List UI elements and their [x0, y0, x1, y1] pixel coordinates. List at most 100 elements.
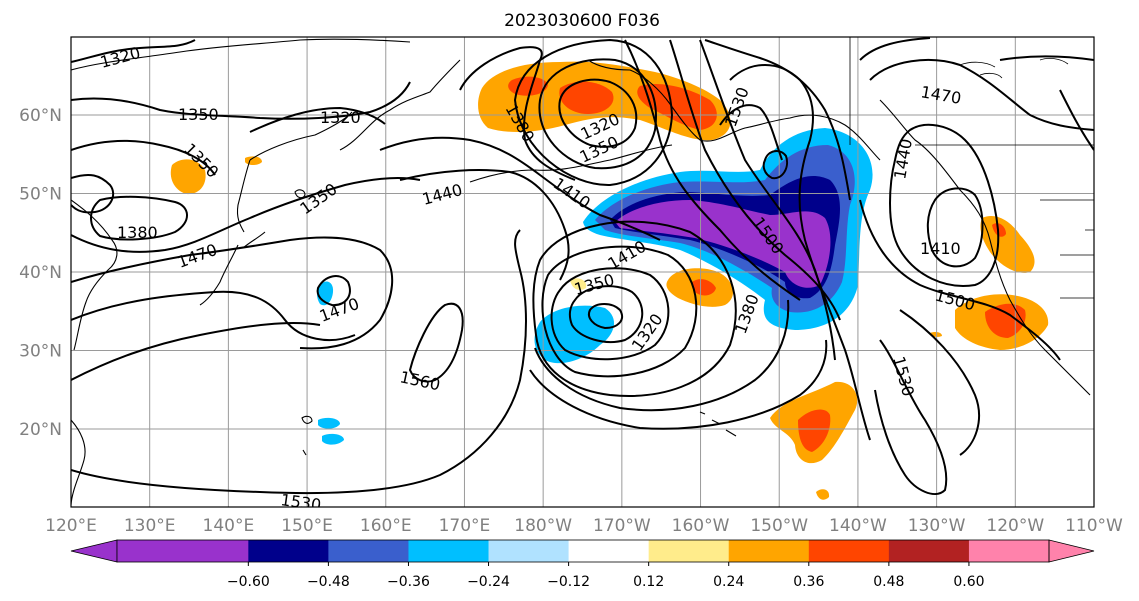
- contour-1500-ne: [859, 199, 1061, 361]
- contour-low-1470: [534, 299, 790, 412]
- contour-low-1440: [532, 220, 737, 397]
- colorbar: −0.60 −0.48 −0.36 −0.24 −0.12 0.12 0.24 0.36 0.4…: [70, 539, 1095, 590]
- lon-tick-label: 170°E: [439, 516, 491, 536]
- coast-alaska: [587, 59, 881, 161]
- contour-1560: [408, 302, 464, 383]
- colorbar-tick-label: −0.12: [547, 574, 590, 590]
- contour-1380-bering: [513, 38, 674, 187]
- pos-fill-midpac-red: [692, 279, 716, 296]
- contour-1410-mid: [379, 136, 661, 241]
- lon-tick-label: 170°W: [593, 516, 651, 536]
- latitude-labels: 60°N 50°N 40°N 30°N 20°N: [19, 106, 62, 440]
- contour-1320-bering: [558, 78, 638, 148]
- contour-1500-w: [71, 290, 356, 341]
- contour-1440-ne: [889, 123, 1000, 287]
- lon-tick-label: 160°W: [672, 516, 730, 536]
- lon-tick-label: 160°E: [360, 516, 412, 536]
- contour-1410-gulf: [624, 39, 801, 301]
- contour-1500-top: [1059, 89, 1094, 151]
- colorbar-tick-label: 0.24: [713, 574, 744, 590]
- coast-aleutians: [469, 144, 673, 183]
- map-frame: [70, 36, 1095, 508]
- lon-tick-label: 120°E: [45, 516, 97, 536]
- lon-tick-label: 150°W: [750, 516, 808, 536]
- colorbar-tick-label: −0.24: [467, 574, 510, 590]
- contour-1440-w: [71, 176, 421, 253]
- contour-1470-top: [859, 37, 1094, 61]
- colorbar-swatch: [808, 540, 890, 562]
- coast-islands: [294, 189, 313, 456]
- map-panel: 1320 1350 1320 1380 1320 1350 1530 1470 …: [70, 36, 1095, 508]
- colorbar-tick-label: 0.36: [793, 574, 824, 590]
- contour-ring-ak: [762, 150, 788, 180]
- coast-na-west: [879, 99, 1091, 396]
- contour-low-1410: [541, 245, 698, 378]
- lon-tick-label: 180°W: [514, 516, 572, 536]
- graticule: [71, 37, 1094, 507]
- colorbar-frame: [116, 539, 1050, 563]
- contour-1350-bering: [538, 58, 657, 170]
- contour-1410-w: [71, 173, 115, 214]
- height-contours: [71, 37, 1094, 495]
- contour-label: 1350: [178, 105, 219, 124]
- lon-tick-label: 130°W: [908, 516, 966, 536]
- coast-kamchatka: [236, 159, 251, 233]
- colorbar-tick-label: −0.36: [387, 574, 430, 590]
- colorbar-swatch: [248, 540, 329, 562]
- lon-tick-label: 140°W: [829, 516, 887, 536]
- colorbar-swatch: [328, 540, 409, 562]
- coast-north-islands: [959, 57, 1069, 79]
- contour-1470-ne: [869, 59, 1094, 131]
- contour-1530-e: [874, 339, 948, 495]
- colorbar-swatch: [648, 540, 730, 562]
- lat-tick-label: 20°N: [19, 420, 62, 440]
- lon-tick-label: 120°W: [986, 516, 1044, 536]
- colorbar-swatch: [488, 540, 570, 562]
- lat-tick-label: 30°N: [19, 342, 62, 362]
- longitude-labels: 120°E 130°E 140°E 150°E 160°E 170°E 180°W 170°W…: [45, 516, 1123, 536]
- contour-1530-s: [71, 229, 527, 495]
- pos-fill-bering-red2: [637, 83, 717, 130]
- lon-tick-label: 110°W: [1065, 516, 1123, 536]
- coast-siberia: [71, 38, 461, 161]
- coastlines: [71, 37, 1094, 506]
- contour-label: 1320: [320, 108, 361, 127]
- neg-fill-small2: [318, 417, 340, 429]
- contour-1530-gulf: [704, 39, 851, 201]
- contour-low-1500: [529, 339, 828, 430]
- contour-1530-w: [71, 322, 321, 381]
- colorbar-extend-right: [1048, 539, 1095, 563]
- contour-1530-ak: [719, 104, 783, 161]
- colorbar-tick-label: −0.48: [307, 574, 350, 590]
- lat-tick-label: 40°N: [19, 263, 62, 283]
- colorbar-tick-label: 0.12: [633, 574, 664, 590]
- neg-fill-small3: [322, 433, 344, 445]
- colorbar-tick-label: 0.48: [873, 574, 904, 590]
- pos-fill-hawaii-red: [798, 409, 831, 452]
- pos-fill-kamchatka: [170, 159, 206, 195]
- contour-1470-low: [316, 275, 351, 307]
- country-borders: [849, 37, 1094, 299]
- neg-fill-low: [534, 305, 615, 364]
- pos-fill-south: [816, 489, 830, 500]
- contour-1380-w: [71, 139, 216, 176]
- contour-1470-w: [71, 236, 394, 350]
- pos-fill-bering-red3: [508, 76, 548, 96]
- figure-title: 2023030600 F036: [504, 11, 660, 31]
- contour-1410-ne: [926, 187, 984, 268]
- colorbar-swatch: [888, 540, 970, 562]
- contour-label: 1410: [920, 239, 961, 258]
- contour-low-1350: [568, 285, 644, 344]
- contour-label: 1380: [117, 223, 158, 242]
- colorbar-swatch: [968, 540, 1050, 562]
- lat-tick-label: 50°N: [19, 185, 62, 205]
- contour-1440-gulf: [669, 39, 841, 321]
- colorbar-tick-label: 0.60: [953, 574, 984, 590]
- colorbar-tick-label: −0.60: [227, 574, 270, 590]
- lon-tick-label: 150°E: [281, 516, 333, 536]
- colorbar-swatch: [117, 540, 249, 562]
- lon-tick-label: 130°E: [124, 516, 176, 536]
- contour-low-1320: [588, 303, 624, 330]
- colorbar-extend-left: [70, 539, 118, 563]
